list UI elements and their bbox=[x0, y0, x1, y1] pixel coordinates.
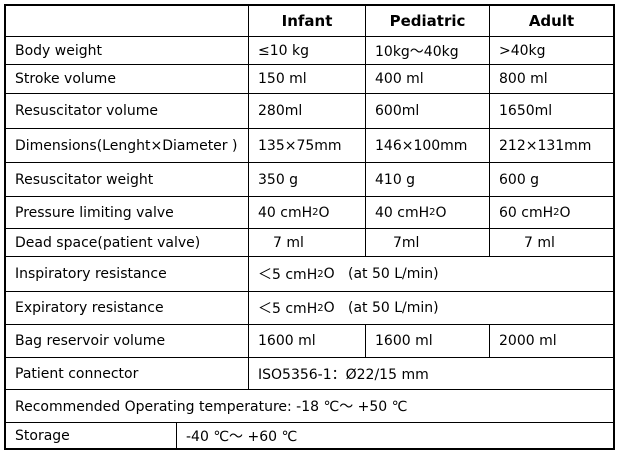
adult-value: 212×131mm bbox=[489, 129, 613, 162]
pediatric-value: 400 ml bbox=[365, 65, 489, 93]
infant-value: 135×75mm bbox=[248, 129, 365, 162]
pediatric-value: 146×100mm bbox=[365, 129, 489, 162]
infant-value: 280ml bbox=[248, 94, 365, 128]
table-row: Dead space(patient valve) 7 ml 7ml 7 ml bbox=[6, 228, 613, 256]
header-pediatric: Pediatric bbox=[365, 6, 489, 36]
header-infant: Infant bbox=[248, 6, 365, 36]
row-label: Pressure limiting valve bbox=[15, 204, 174, 221]
pediatric-value: 10kg～40kg bbox=[365, 37, 489, 64]
infant-value: 7 ml bbox=[248, 229, 365, 256]
row-label: Body weight bbox=[15, 42, 102, 59]
infant-value: 150 ml bbox=[248, 65, 365, 93]
row-label: Dead space(patient valve) bbox=[15, 234, 201, 251]
table-row: Stroke volume 150 ml 400 ml 800 ml bbox=[6, 64, 613, 93]
table-row: Inspiratory resistance ＜5 cmH 2 O (at 50 L… bbox=[6, 256, 613, 291]
pediatric-value: 600ml bbox=[365, 94, 489, 128]
row-label: Stroke volume bbox=[15, 71, 116, 87]
row-label: Dimensions(Lenght×Diameter ) bbox=[15, 137, 238, 154]
merged-value: ＜5 cmH 2 O (at 50 L/min) bbox=[248, 292, 613, 324]
infant-value: ≤10 kg bbox=[248, 37, 365, 64]
operating-temperature: Recommended Operating temperature: -18 ℃… bbox=[15, 399, 408, 415]
infant-value: 40 cmH 2 O bbox=[248, 197, 365, 228]
row-label: Bag reservoir volume bbox=[15, 333, 166, 349]
merged-value: ＜5 cmH 2 O (at 50 L/min) bbox=[248, 257, 613, 291]
table-row: Resuscitator weight 350 g 410 g 600 g bbox=[6, 162, 613, 196]
header-adult: Adult bbox=[489, 6, 613, 36]
row-label: Storage bbox=[15, 427, 70, 444]
infant-value: 350 g bbox=[248, 163, 365, 196]
table-row: Patient connector ISO5356-1：Ø22/15 mm bbox=[6, 357, 613, 389]
adult-value: 600 g bbox=[489, 163, 613, 196]
table-row: Body weight ≤10 kg 10kg～40kg >40kg bbox=[6, 36, 613, 64]
merged-value: ISO5356-1：Ø22/15 mm bbox=[248, 358, 613, 389]
table-row: Recommended Operating temperature: -18 ℃… bbox=[6, 389, 613, 422]
adult-value: 60 cmH 2 O bbox=[489, 197, 613, 228]
pediatric-value: 7ml bbox=[365, 229, 489, 256]
pediatric-value: 410 g bbox=[365, 163, 489, 196]
row-label: Patient connector bbox=[15, 365, 139, 382]
infant-value: 1600 ml bbox=[248, 325, 365, 357]
pediatric-value: 1600 ml bbox=[365, 325, 489, 357]
spec-table: Infant Pediatric Adult Body weight ≤10 k… bbox=[4, 4, 615, 450]
table-row: Storage -40 ℃～ +60 ℃ bbox=[6, 422, 613, 448]
table-header-row: Infant Pediatric Adult bbox=[6, 6, 613, 36]
pediatric-value: 40 cmH 2 O bbox=[365, 197, 489, 228]
adult-value: 2000 ml bbox=[489, 325, 613, 357]
adult-value: 800 ml bbox=[489, 65, 613, 93]
table-row: Pressure limiting valve 40 cmH 2 O 40 cmH 2… bbox=[6, 196, 613, 228]
table-row: Dimensions(Lenght×Diameter ) 135×75mm 14… bbox=[6, 128, 613, 162]
table-row: Resuscitator volume 280ml 600ml 1650ml bbox=[6, 93, 613, 128]
adult-value: 7 ml bbox=[489, 229, 613, 256]
row-label: Inspiratory resistance bbox=[15, 266, 167, 282]
row-label: Resuscitator volume bbox=[15, 103, 158, 119]
adult-value: >40kg bbox=[489, 37, 613, 64]
table-row: Expiratory resistance ＜5 cmH 2 O (at 50 L/… bbox=[6, 291, 613, 324]
table-row: Bag reservoir volume 1600 ml 1600 ml 200… bbox=[6, 324, 613, 357]
row-label: Resuscitator weight bbox=[15, 171, 154, 188]
row-label: Expiratory resistance bbox=[15, 300, 164, 316]
storage-value: -40 ℃～ +60 ℃ bbox=[176, 423, 613, 448]
adult-value: 1650ml bbox=[489, 94, 613, 128]
